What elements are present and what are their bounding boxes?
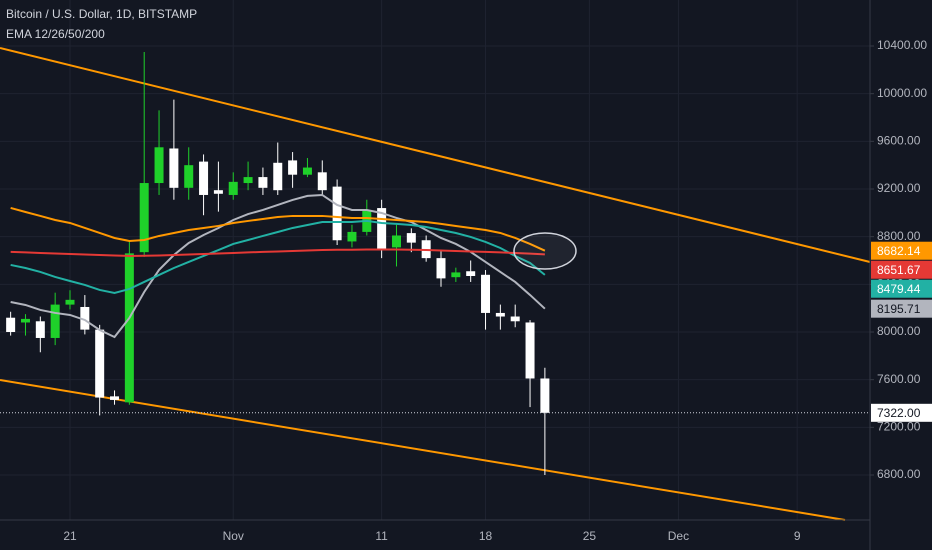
price-label: 8651.67: [877, 263, 921, 277]
candle-body: [406, 233, 416, 243]
candle-body: [213, 190, 223, 194]
y-tick-label: 6800.00: [877, 467, 921, 481]
candle-body: [169, 148, 179, 188]
candle-body: [481, 274, 491, 313]
price-label-box: [871, 260, 932, 279]
price-label-box: [871, 241, 932, 260]
candle-body: [391, 235, 401, 248]
candle-body: [317, 172, 327, 191]
candle-body: [228, 181, 238, 195]
ema-line: [10, 193, 546, 339]
candle-body: [258, 177, 268, 188]
highlight-ellipse: [513, 232, 577, 270]
y-tick-label: 8800.00: [877, 229, 921, 243]
y-tick-label: 10000.00: [877, 86, 927, 100]
candle-body: [540, 378, 550, 413]
candle-body: [273, 162, 283, 191]
price-label-box: [871, 279, 932, 298]
trend-line: [0, 47, 871, 263]
candle-body: [302, 167, 312, 175]
candle-body: [510, 316, 520, 322]
x-tick-label: 9: [794, 529, 801, 543]
ema-line: [10, 206, 546, 252]
chart-title: Bitcoin / U.S. Dollar, 1D, BITSTAMP: [6, 7, 197, 21]
x-tick-label: 25: [583, 529, 597, 543]
candle-body: [377, 208, 387, 249]
candle-body: [35, 321, 45, 338]
x-tick-label: 21: [63, 529, 77, 543]
x-tick-label: 11: [375, 529, 388, 543]
candle-body: [288, 160, 298, 175]
candle-body: [20, 318, 30, 323]
candle-body: [80, 306, 90, 330]
current-price-box: [871, 403, 932, 422]
y-tick-label: 8000.00: [877, 324, 921, 338]
x-tick-label: Dec: [668, 529, 689, 543]
candle-body: [451, 272, 461, 278]
candle-body: [6, 317, 16, 333]
price-label: 8195.71: [877, 302, 921, 316]
trend-line: [0, 379, 846, 521]
candle-body: [124, 253, 134, 403]
axis-labels: 6800.007200.007600.008000.008400.008800.…: [63, 38, 932, 543]
y-tick-label: 7600.00: [877, 372, 921, 386]
candle-body: [243, 177, 253, 184]
candle-body: [50, 304, 60, 338]
price-label: 8479.44: [877, 282, 921, 296]
candle-body: [436, 258, 446, 279]
x-tick-label: 18: [479, 529, 493, 543]
candle-body: [110, 396, 120, 400]
grid: [0, 0, 870, 520]
candle-body: [139, 183, 149, 253]
y-tick-label: 9600.00: [877, 134, 921, 148]
candle-body: [466, 271, 476, 276]
ema-line: [10, 219, 546, 294]
indicator-legend: EMA 12/26/50/200: [6, 27, 105, 41]
candle-body: [154, 147, 164, 184]
candle-body: [495, 312, 505, 317]
y-tick-label: 10400.00: [877, 38, 927, 52]
marks: [0, 51, 870, 476]
candle-body: [95, 329, 105, 398]
candle-body: [65, 299, 75, 305]
candle-body: [332, 186, 342, 241]
candle-body: [347, 231, 357, 242]
price-label-box: [871, 299, 932, 318]
candle-body: [184, 165, 194, 188]
y-tick-label: 9200.00: [877, 181, 921, 195]
current-price-label: 7322.00: [877, 406, 921, 420]
y-tick-label: 7200.00: [877, 420, 921, 434]
candle-body: [525, 322, 535, 379]
price-label: 8682.14: [877, 244, 921, 258]
candle-body: [199, 161, 209, 195]
x-tick-label: Nov: [223, 529, 244, 543]
ema-line: [10, 248, 545, 257]
